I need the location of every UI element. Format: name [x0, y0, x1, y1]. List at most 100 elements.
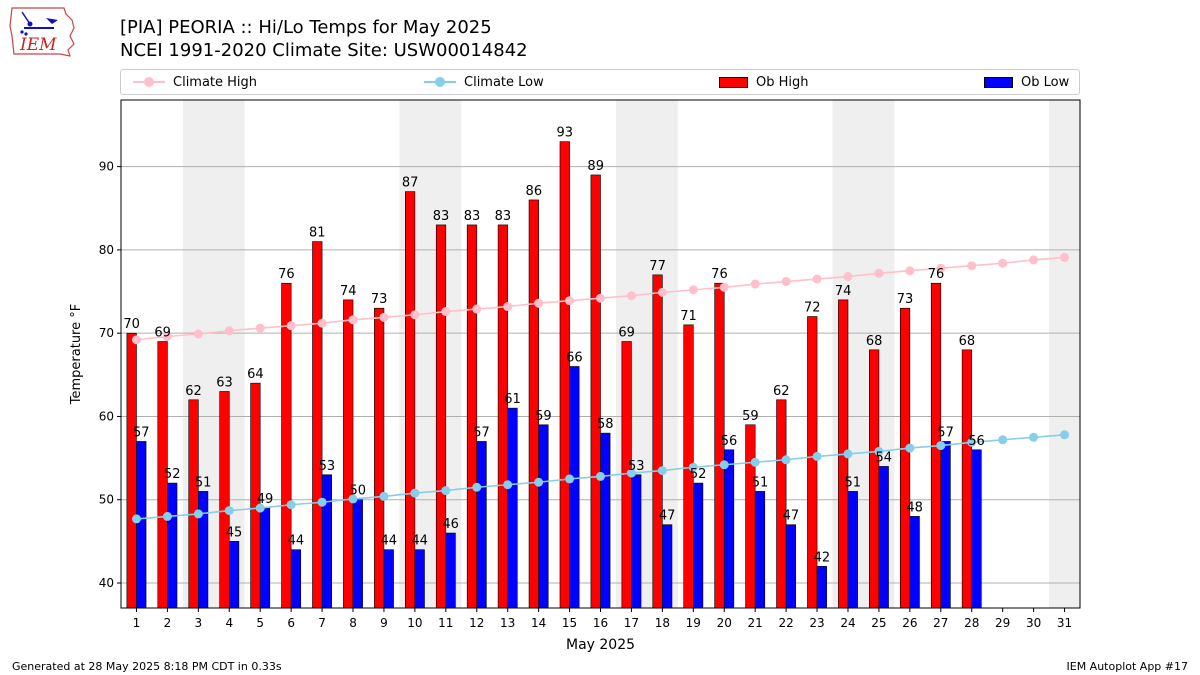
- climate-low-point: [286, 500, 296, 510]
- bars: [126, 141, 982, 609]
- ob-high-label: 83: [464, 209, 481, 224]
- x-tick-label: 22: [778, 616, 793, 630]
- y-tick-label: 90: [99, 160, 114, 174]
- climate-low-point: [781, 455, 791, 465]
- climate-low-point: [565, 474, 575, 484]
- chart-subtitle: NCEI 1991-2020 Climate Site: USW00014842: [120, 40, 528, 61]
- climate-low-point: [657, 466, 667, 476]
- x-tick-label: 28: [964, 616, 979, 630]
- iem-logo: IEM: [8, 6, 80, 58]
- ob-low-bar: [847, 491, 858, 609]
- ob-high-bar: [590, 174, 601, 609]
- climate-low-point: [936, 441, 946, 451]
- ob-low-label: 45: [226, 525, 243, 540]
- climate-low-point: [905, 443, 915, 453]
- ob-low-bar: [228, 541, 240, 609]
- climate-high-point: [688, 285, 698, 295]
- climate-high-point: [1060, 252, 1070, 262]
- ob-low-bar: [321, 474, 332, 609]
- ob-low-bar: [290, 549, 302, 609]
- x-tick-label: 3: [195, 616, 203, 630]
- climate-low-point: [162, 511, 172, 521]
- ob-high-label: 62: [185, 384, 202, 399]
- climate-low-point: [596, 471, 605, 481]
- climate-high-point: [565, 296, 575, 306]
- ob-low-label: 58: [597, 417, 614, 432]
- ob-low-swatch: [984, 76, 1013, 88]
- x-tick-label: 8: [349, 616, 357, 630]
- x-tick-label: 11: [438, 616, 453, 630]
- x-tick-label: 10: [407, 616, 422, 630]
- climate-high-point: [936, 263, 946, 273]
- ob-low-bar: [816, 566, 827, 609]
- climate-high-point: [193, 329, 203, 339]
- ob-high-bar: [961, 349, 973, 609]
- ob-high-bar: [776, 399, 787, 609]
- climate-low-point: [348, 494, 358, 504]
- ob-high-label: 76: [278, 267, 295, 282]
- ob-low-label: 50: [350, 484, 367, 499]
- legend-label-ob-low: Ob Low: [1021, 74, 1070, 90]
- climate-low-point: [131, 514, 141, 524]
- climate-high-point: [286, 321, 296, 331]
- footer-app: IEM Autoplot App #17: [1066, 660, 1189, 673]
- x-tick-label: 20: [717, 616, 732, 630]
- ob-low-label: 57: [937, 425, 954, 440]
- x-tick-label: 16: [593, 616, 608, 630]
- ob-low-label: 51: [752, 475, 769, 490]
- ob-high-swatch: [719, 76, 748, 88]
- ob-high-label: 74: [835, 284, 852, 299]
- ob-high-bar: [435, 224, 447, 609]
- x-tick-label: 26: [902, 616, 917, 630]
- ob-low-bar: [693, 482, 704, 609]
- ob-high-bar: [869, 349, 880, 609]
- data-labels: 70 69 62 63 64 76 81 74 73 87 83 83 83 86 93 89 69 77 71 76…: [123, 126, 984, 566]
- legend-item-ob-high: Ob High: [719, 70, 809, 94]
- ob-low-label: 51: [195, 475, 212, 490]
- ob-high-label: 64: [247, 367, 264, 382]
- ob-high-bar: [466, 224, 478, 609]
- climate-high-point: [750, 279, 760, 289]
- climate-high-point: [905, 266, 915, 276]
- ob-low-bar: [600, 432, 611, 609]
- ob-high-label: 68: [959, 334, 976, 349]
- ob-low-bar: [909, 516, 920, 609]
- ob-high-label: 81: [309, 226, 326, 241]
- ob-low-bar: [631, 474, 642, 609]
- ob-low-label: 48: [906, 500, 923, 515]
- ob-high-bar: [374, 307, 385, 609]
- climate-low-point: [719, 460, 729, 470]
- x-tick-label: 17: [624, 616, 639, 630]
- climate-high-point: [719, 282, 729, 292]
- x-tick-label: 29: [995, 616, 1010, 630]
- ob-low-label: 46: [442, 517, 459, 532]
- climate-low-point: [503, 480, 513, 490]
- climate-high-point: [379, 312, 389, 322]
- x-tick-label: 1: [133, 616, 141, 630]
- climate-low-point: [441, 486, 451, 496]
- x-tick-label: 9: [380, 616, 388, 630]
- ob-low-label: 54: [875, 450, 892, 465]
- ob-high-bar: [745, 424, 756, 609]
- x-tick-label: 4: [225, 616, 233, 630]
- ob-low-label: 66: [566, 350, 583, 365]
- climate-high-point: [596, 293, 605, 303]
- ob-high-bar: [281, 282, 292, 609]
- ob-high-bar: [899, 307, 911, 609]
- legend-label-climate-high: Climate High: [173, 74, 258, 90]
- ob-low-label: 56: [721, 434, 738, 449]
- climate-high-point: [441, 307, 451, 317]
- ob-high-label: 63: [216, 375, 233, 390]
- climate-high-point: [317, 318, 327, 328]
- ob-low-bar: [538, 424, 549, 609]
- climate-high-point: [162, 332, 172, 342]
- y-tick-label: 80: [99, 243, 114, 257]
- ob-high-label: 59: [742, 409, 759, 424]
- climate-high-point: [1029, 255, 1039, 265]
- ob-low-label: 59: [535, 409, 552, 424]
- ob-low-label: 42: [814, 550, 831, 565]
- legend-item-ob-low: Ob Low: [984, 70, 1069, 94]
- climate-high-point: [410, 310, 420, 320]
- climate-low-point: [472, 482, 482, 492]
